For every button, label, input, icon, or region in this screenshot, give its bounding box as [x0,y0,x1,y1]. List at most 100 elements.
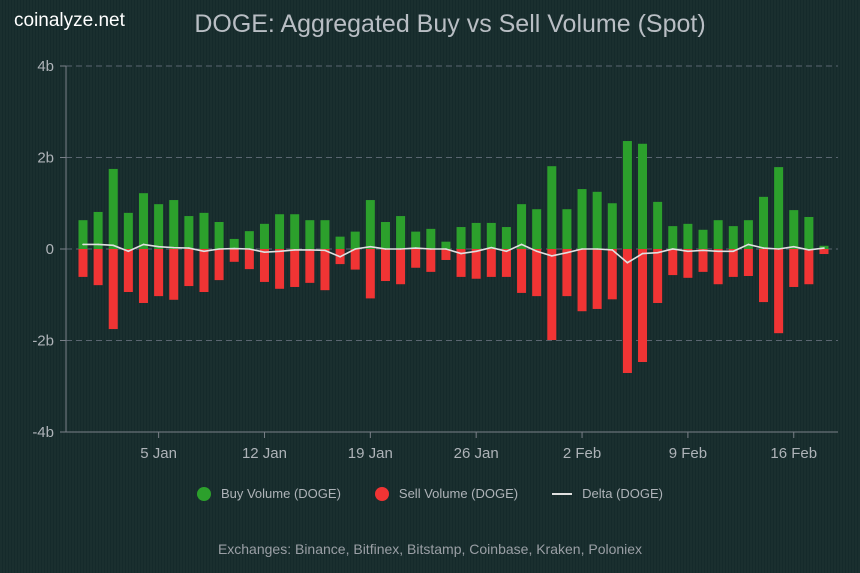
delta-point [233,247,236,250]
delta-point [157,245,160,248]
sell-bar [638,249,648,363]
buy-bar [713,220,723,249]
delta-point [717,250,719,253]
sell-bar [320,249,330,291]
sell-bar [154,249,164,297]
buy-bar [199,212,209,249]
sell-bar [93,249,103,286]
sell-bar [471,249,481,279]
delta-point [777,248,780,250]
buy-bar [138,193,148,249]
buy-bar [78,220,88,249]
buy-bar [426,228,436,249]
delta-line [83,243,825,264]
delta-point [747,243,750,246]
delta-point [324,249,326,252]
buy-bar [380,222,390,249]
buy-bar [668,226,678,249]
chart-title: DOGE: Aggregated Buy vs Sell Volume (Spo… [194,10,706,38]
sell-bar [380,249,390,282]
delta-point [293,249,296,251]
delta-point [581,248,583,250]
sell-bar [668,249,678,276]
sell-marker-icon [374,486,389,501]
delta-point [112,244,115,247]
delta-point [550,255,553,257]
delta-point [354,248,357,250]
sell-bar [789,249,799,287]
sell-bar [305,249,315,283]
buy-bar [517,204,527,249]
delta-point [142,243,145,246]
x-tick-label: 26 Jan [454,445,499,462]
buy-bar [335,236,345,249]
delta-point [808,249,810,251]
buy-marker-icon [196,486,211,501]
buy-bar [320,220,330,249]
legend-item-delta[interactable]: Delta (DOGE) [552,486,663,501]
delta-point [172,246,175,249]
delta-point [384,248,387,250]
buy-bar [638,143,648,249]
sell-bar [426,249,436,272]
buy-bar [653,201,663,249]
buy-bar [411,231,421,249]
buy-bar [290,214,300,249]
delta-point [399,248,402,250]
legend: Buy Volume (DOGE) Sell Volume (DOGE) Del… [0,486,860,501]
buy-bar [441,241,451,249]
delta-point [687,250,689,253]
delta-point [792,245,795,248]
sell-bar [728,249,738,277]
y-tick-label: 4b [37,58,54,75]
delta-point [414,247,417,249]
buy-bar [743,220,753,249]
legend-label: Delta (DOGE) [582,486,664,501]
buy-bar [728,226,738,249]
x-tick-label: 19 Jan [348,445,393,462]
sell-bar [123,249,133,293]
buy-bar [350,231,360,249]
sell-bar [698,249,708,272]
buy-bar [184,216,194,249]
delta-point [566,251,568,254]
sell-bar [532,249,542,297]
delta-point [520,243,523,246]
x-tick-label: 9 Feb [669,445,707,462]
x-tick-label: 2 Feb [563,445,601,462]
delta-point [490,246,493,249]
buy-bar [471,222,481,249]
sell-bar [517,249,527,293]
sell-bar [653,249,663,303]
buy-bar [789,210,799,249]
delta-point [702,249,704,252]
sell-bar [290,249,300,287]
delta-point [611,249,614,251]
buy-bar [622,141,632,249]
sell-bar [622,249,632,373]
buy-bar [396,216,406,249]
sell-bar [592,249,602,309]
delta-point [97,243,99,246]
buy-bar [562,209,572,249]
y-tick-label: 2b [37,150,54,167]
buy-bar [229,238,239,249]
sell-bar [396,249,406,285]
sell-bar [214,249,224,281]
delta-point [218,248,220,250]
legend-item-buy[interactable]: Buy Volume (DOGE) [196,486,341,501]
sell-bar [683,249,693,278]
sell-bar [138,249,148,303]
delta-point [460,252,462,255]
buy-bar [804,216,814,249]
sell-bar [275,249,285,289]
delta-line-icon [552,492,573,495]
buy-bar [259,223,269,249]
legend-item-sell[interactable]: Sell Volume (DOGE) [374,486,519,501]
sell-bar [501,249,511,277]
legend-label: Sell Volume (DOGE) [398,486,519,501]
delta-point [732,250,735,253]
sell-bar [441,249,451,260]
buy-bar [214,222,224,249]
sell-bar [456,249,466,277]
